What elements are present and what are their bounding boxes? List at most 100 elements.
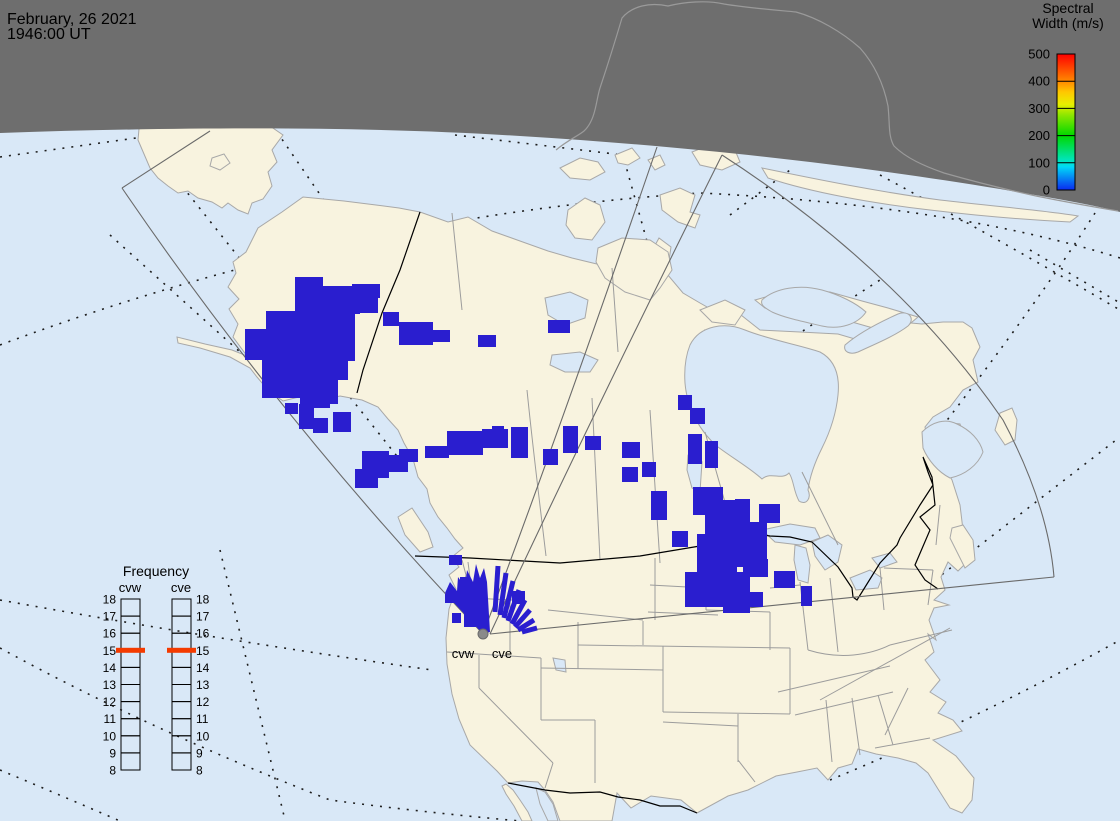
beyond-horizon-region <box>0 0 1120 212</box>
frequency-legend-title: Frequency <box>123 563 189 579</box>
scatter-cell <box>548 320 570 333</box>
scatter-cell <box>492 426 504 435</box>
scatter-cell <box>355 469 378 488</box>
scatter-cell <box>585 436 601 450</box>
scatter-cell <box>333 412 351 432</box>
scatter-cell <box>478 335 496 347</box>
gulf-st-lawrence <box>921 420 984 479</box>
scatter-cell <box>295 277 323 311</box>
frequency-scale-label: 10 <box>196 729 210 743</box>
frequency-scale-label: 9 <box>196 746 203 760</box>
scatter-cell <box>563 426 578 453</box>
scatter-cell <box>262 360 300 398</box>
scatter-cell <box>399 449 418 462</box>
radar-site-label-cve: cve <box>492 646 512 661</box>
scatter-cell <box>352 284 380 298</box>
frequency-scale-label: 8 <box>109 764 116 778</box>
scatter-cell <box>358 296 378 313</box>
colorbar-tick-label: 200 <box>1028 128 1050 143</box>
scatter-cell <box>688 434 702 464</box>
scatter-cell <box>622 442 640 458</box>
colorbar-title-line1: Spectral <box>1042 0 1093 16</box>
scatter-cell <box>705 441 718 468</box>
great-bear-lake <box>544 291 589 326</box>
frequency-scale-label: 14 <box>196 661 210 675</box>
scatter-cell <box>433 330 450 342</box>
scatter-cve-beam <box>505 589 522 622</box>
land-baja <box>501 783 533 821</box>
frequency-legend: Frequency cvw cve 18 17 16 15 14 13 12 11 10 9 8 18… <box>103 563 210 778</box>
frequency-marker-cve <box>167 647 196 653</box>
scatter-cell <box>622 467 638 482</box>
colorbar-tick-label: 300 <box>1028 101 1050 116</box>
foxe-basin <box>761 286 867 328</box>
gulf-of-california <box>535 787 559 821</box>
scatter-cell <box>399 322 433 345</box>
alaska-yukon-border <box>356 211 421 394</box>
frequency-column-header-cve: cve <box>171 580 191 595</box>
scatter-cell <box>735 499 750 520</box>
scatter-cell <box>747 592 763 607</box>
scatter-cell <box>697 534 737 573</box>
frequency-column-header-cvw: cvw <box>119 580 142 595</box>
date-text: February, 26 2021 <box>7 11 137 28</box>
scatter-cell <box>672 531 688 547</box>
scatter-cell <box>313 395 330 408</box>
scatter-cell <box>460 577 470 589</box>
scatter-cell <box>678 395 692 410</box>
frequency-marker-cvw <box>116 647 145 653</box>
colorbar-title-line2: Width (m/s) <box>1032 15 1104 31</box>
frequency-scale-label: 13 <box>196 678 210 692</box>
great-slave-lake <box>549 351 599 373</box>
frequency-scale-label: 13 <box>103 678 117 692</box>
scatter-cell <box>383 312 399 326</box>
frequency-scale-label: 8 <box>196 764 203 778</box>
frequency-scale-label: 10 <box>103 729 117 743</box>
scatter-cve-beam <box>516 617 536 633</box>
scatter-cell <box>445 594 455 603</box>
colorbar-tick-label: 0 <box>1043 183 1050 198</box>
scatter-cell <box>452 613 461 623</box>
scatter-data-layer <box>245 277 812 635</box>
lake-erie <box>849 569 883 591</box>
frequency-scale-label: 11 <box>104 712 117 726</box>
scatter-cell <box>543 449 558 465</box>
frequency-scale-label: 15 <box>103 644 117 658</box>
scatter-cell <box>299 404 314 429</box>
frequency-scale-label: 12 <box>103 695 117 709</box>
scatter-cell <box>313 418 328 433</box>
timestamp: February, 26 2021 1946:00 UT <box>7 11 137 43</box>
frequency-scale-label: 16 <box>196 627 210 641</box>
scatter-cell <box>449 555 462 565</box>
scatter-cell <box>723 572 750 613</box>
frequency-box-cve <box>171 752 192 771</box>
colorbar: Spectral Width (m/s) 500 400 300 200 100 0 <box>1028 0 1103 198</box>
frequency-scale-label: 17 <box>196 610 210 624</box>
frequency-scale-label: 16 <box>103 627 117 641</box>
radar-site-label-cvw: cvw <box>452 646 475 661</box>
colorbar-tick-label: 500 <box>1028 47 1050 62</box>
time-text: 1946:00 UT <box>7 26 91 43</box>
frequency-scale-label: 18 <box>196 593 210 607</box>
scatter-cell <box>774 571 795 588</box>
scatter-cve-beam <box>492 565 501 613</box>
frequency-scale-label: 15 <box>196 644 210 658</box>
lake-huron <box>811 534 843 571</box>
frequency-box-cvw <box>120 752 141 771</box>
scatter-cell <box>245 329 267 360</box>
scatter-cvw-beam-wedge <box>445 564 490 634</box>
scatter-cell <box>651 491 667 520</box>
hudson-bay <box>684 325 839 504</box>
lake-michigan <box>793 544 811 584</box>
scatter-cve-beam <box>509 598 528 626</box>
scatter-cell <box>642 462 656 477</box>
scatter-cell <box>266 311 355 361</box>
scatter-cve-beam <box>497 572 509 616</box>
scatter-cve-beam <box>501 580 516 619</box>
frequency-scale-label: 18 <box>103 593 117 607</box>
scatter-cell <box>285 403 298 414</box>
scatter-cell <box>685 572 723 607</box>
scatter-cell <box>801 586 812 606</box>
